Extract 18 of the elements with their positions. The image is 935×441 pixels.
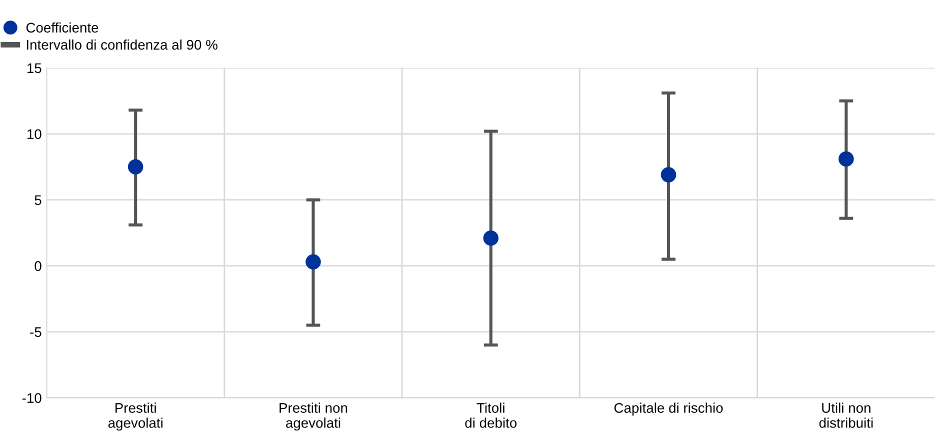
x-tick-label: Capitale di rischio: [614, 402, 723, 416]
legend-label: Coefficiente: [26, 22, 98, 33]
point: [483, 230, 499, 246]
x-tick-label: Prestiti agevolati: [108, 402, 162, 431]
y-tick-label: -5: [30, 327, 42, 337]
x-tick-label: Titoli di debito: [465, 402, 517, 428]
y-tick-label: 0: [34, 261, 42, 272]
x-tick-label: Utili non distribuiti: [819, 402, 873, 428]
point: [128, 159, 144, 175]
y-tick-label: 10: [28, 129, 42, 140]
y-tick-label: 5: [34, 195, 42, 206]
y-tick-label: -10: [22, 393, 42, 403]
point: [306, 254, 321, 270]
point: [660, 167, 676, 182]
y-tick-label: 15: [28, 63, 42, 74]
point: [838, 151, 854, 167]
text: Intervallo di confidenza al 90 %: [26, 40, 218, 50]
x-tick-label: Prestiti non agevolati: [280, 402, 348, 431]
